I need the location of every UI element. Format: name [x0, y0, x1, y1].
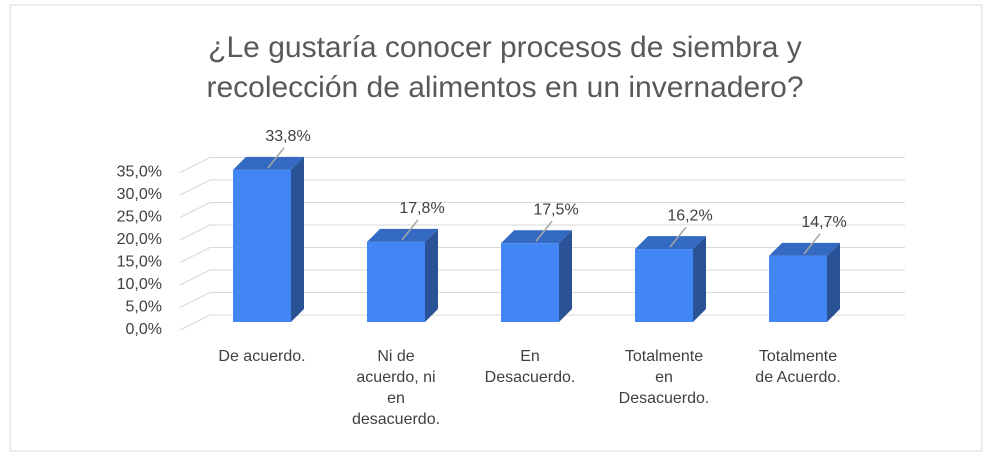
bar-side — [425, 228, 438, 322]
x-tick-label: De acuerdo. — [218, 348, 306, 365]
grid-line — [179, 157, 905, 173]
x-tick-label: Totalmente en Desacuerdo. — [618, 348, 710, 407]
y-tick-label: 5,0% — [126, 299, 162, 316]
x-tick-label: Ni de acuerdo, ni en desacuerdo. — [351, 348, 441, 428]
bar — [501, 230, 572, 322]
bar — [769, 242, 840, 322]
bar-front — [233, 169, 291, 322]
y-tick-label: 20,0% — [117, 231, 162, 248]
chart-title: ¿Le gustaría conocer procesos de siembra… — [206, 31, 804, 104]
data-label: 17,8% — [399, 200, 444, 217]
bar-front — [635, 249, 693, 322]
y-tick-label: 25,0% — [117, 209, 162, 226]
bar — [635, 236, 706, 322]
data-label: 17,5% — [533, 201, 578, 218]
grid-line — [179, 202, 905, 218]
y-tick-label: 35,0% — [117, 164, 162, 181]
bar-front — [501, 243, 559, 322]
bar — [367, 228, 438, 322]
leader-line — [803, 233, 821, 255]
leader-line — [535, 220, 553, 242]
y-tick-label: 0,0% — [126, 321, 162, 338]
x-tick-label: Totalmente de Acuerdo. — [755, 348, 841, 386]
bar-side — [559, 230, 572, 322]
data-label: 14,7% — [801, 214, 846, 231]
bar-top — [233, 156, 304, 170]
bar-front — [769, 255, 827, 322]
leader-line — [669, 226, 687, 248]
leader-line — [401, 219, 419, 241]
bar-top — [501, 230, 572, 244]
x-tick-label: En Desacuerdo. — [484, 348, 576, 386]
bar-top — [769, 242, 840, 256]
grid-line — [179, 224, 905, 241]
bar-top — [635, 236, 706, 250]
bar-side — [827, 242, 840, 322]
bar-front — [367, 241, 425, 322]
chart-border — [9, 4, 983, 452]
bar — [233, 156, 304, 322]
y-tick-label: 15,0% — [117, 254, 162, 271]
y-tick-label: 10,0% — [117, 276, 162, 293]
bar-side — [693, 236, 706, 322]
bar-top — [367, 228, 438, 242]
leader-line — [267, 147, 285, 169]
bar-side — [291, 156, 304, 322]
grid-line — [179, 179, 905, 196]
data-label: 33,8% — [265, 128, 310, 145]
y-tick-label: 30,0% — [117, 186, 162, 203]
data-label: 16,2% — [667, 207, 712, 224]
